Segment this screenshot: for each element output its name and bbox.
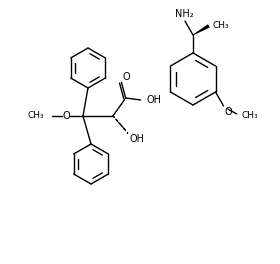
Text: CH₃: CH₃ [242,111,258,120]
Text: OH: OH [129,134,144,144]
Polygon shape [193,25,209,35]
Text: O: O [62,111,70,121]
Text: OH: OH [147,95,162,105]
Text: CH₃: CH₃ [27,111,44,120]
Text: NH₂: NH₂ [175,9,193,19]
Text: CH₃: CH₃ [213,21,229,31]
Text: O: O [122,72,130,82]
Text: O: O [225,107,232,117]
